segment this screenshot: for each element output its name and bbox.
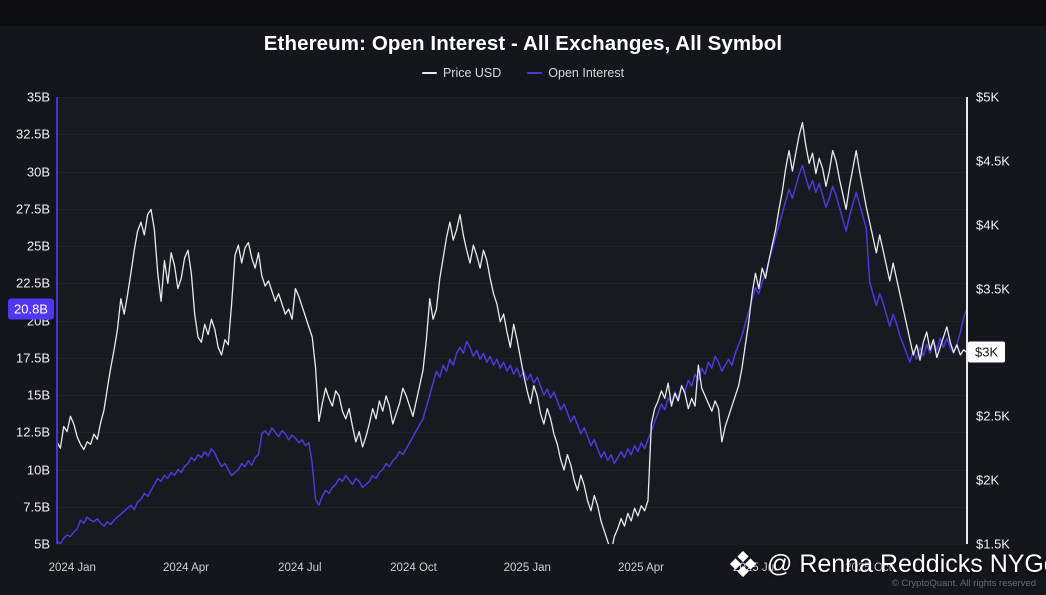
left-axis-tick: 17.5B: [16, 350, 50, 366]
legend-item-price[interactable]: Price USD: [421, 66, 502, 80]
copyright-text: © CryptoQuant. All rights reserved: [891, 578, 1036, 589]
left-axis-value-badge: 20.8B: [8, 298, 54, 320]
right-axis-tick: $2K: [976, 472, 1000, 488]
left-axis-labels: 35B 32.5B 30B 27.5B 25B 22.5B 20B 17.5B 15B 12.5B…: [0, 90, 50, 552]
left-axis-tick: 12.5B: [16, 424, 50, 440]
x-axis-tick: 2025 Oct: [845, 562, 892, 574]
x-axis-tick: 2024 Oct: [390, 562, 437, 574]
right-axis-tick: $3.5K: [976, 281, 1010, 297]
series-layer: [57, 121, 967, 544]
left-axis-tick: 35B: [26, 89, 50, 105]
left-axis-tick: 5B: [34, 536, 50, 552]
left-axis-tick: 25B: [26, 238, 50, 254]
right-axis-tick: $5K: [976, 89, 1000, 105]
diamond-icon: [729, 550, 757, 578]
gridline: [57, 544, 967, 545]
left-axis-tick: 10B: [26, 462, 50, 477]
top-band: [0, 0, 1046, 26]
legend-swatch-open-interest: [527, 72, 543, 74]
left-axis-tick: 22.5B: [16, 275, 50, 291]
line-price-usd: [57, 121, 967, 544]
legend-item-open-interest[interactable]: Open Interest: [527, 66, 624, 80]
right-axis-labels: $5K$4.5K$4K$3.5K$3K$2.5K$2K$1.5K: [976, 90, 1046, 552]
right-axis-tick: $4K: [976, 217, 1000, 233]
right-axis-value-badge: $3K: [968, 341, 1006, 363]
x-axis-tick: 2025 Jan: [503, 562, 551, 574]
line-open-interest: [57, 164, 967, 544]
left-axis-tick: 27.5B: [16, 201, 50, 217]
left-axis-tick: 15B: [26, 387, 50, 403]
x-axis-tick: 2024 Jan: [48, 562, 96, 574]
legend-label-price: Price USD: [442, 66, 502, 80]
x-axis-tick: 2024 Jul: [278, 562, 322, 574]
legend-swatch-price: [421, 72, 437, 74]
left-axis-line: [56, 97, 58, 544]
plot-area: [57, 97, 967, 544]
x-axis-tick: 2024 Apr: [162, 562, 210, 574]
chart-legend: Price USD Open Interest: [0, 66, 1046, 80]
user-handle-overlay: @ Renna Reddicks NYGd: [728, 549, 1046, 579]
x-axis-tick: 2025 Apr: [617, 562, 665, 574]
handle-text: @ Renna Reddicks NYGd: [767, 549, 1046, 578]
legend-label-open-interest: Open Interest: [548, 66, 625, 80]
left-axis-tick: 7.5B: [23, 499, 50, 515]
left-axis-tick: 30B: [26, 164, 50, 179]
right-axis-tick: $4.5K: [976, 153, 1010, 169]
right-axis-tick: $1.5K: [976, 536, 1010, 552]
right-axis-line: [966, 97, 968, 544]
page-title: Ethereum: Open Interest - All Exchanges,…: [263, 32, 783, 55]
right-axis-tick: $2.5K: [976, 408, 1010, 424]
left-axis-tick: 32.5B: [16, 126, 50, 142]
